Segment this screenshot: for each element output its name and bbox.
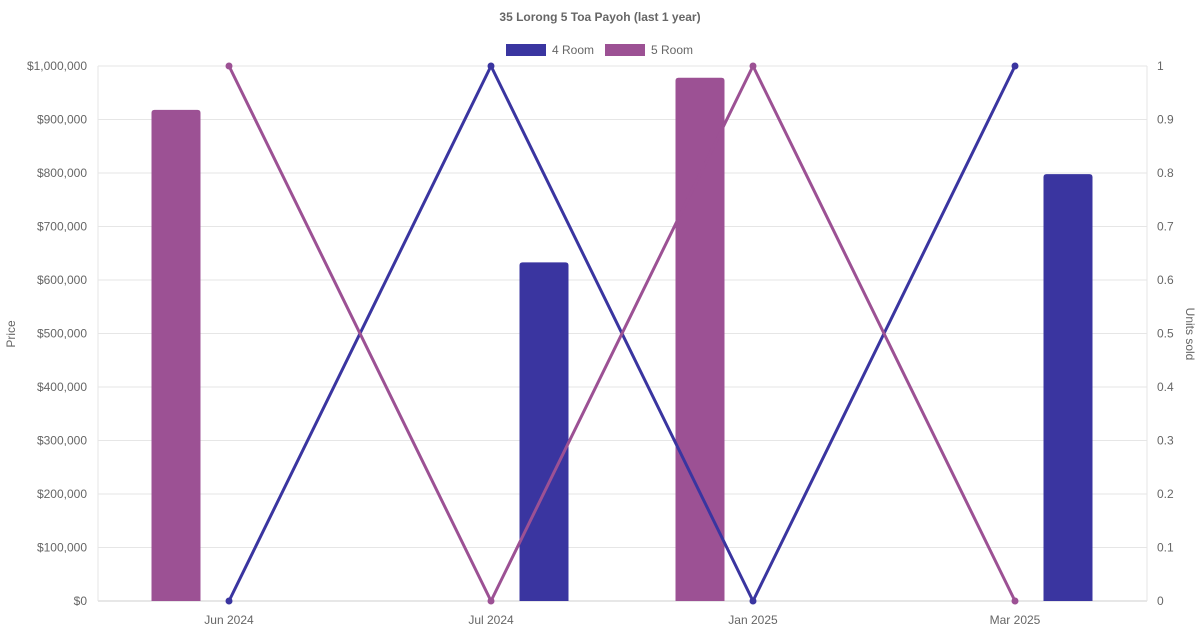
y-left-tick-label: $0 [74,594,88,608]
point-4-room[interactable] [225,597,233,605]
bar-4-room[interactable] [1043,174,1093,601]
legend-swatch [605,44,645,56]
y-axis-left-title: Price [4,320,18,348]
x-axis: Jun 2024 Jul 2024 Jan 2025 Mar 2025 [204,613,1040,627]
legend-label: 5 Room [651,43,693,57]
y-left-tick-label: $500,000 [37,327,87,341]
y-axis-left: $0 $100,000 $200,000 $300,000 $400,000 $500,0… [27,59,87,608]
point-4-room[interactable] [749,597,757,605]
y-right-tick-label: 0.9 [1157,113,1174,127]
y-left-tick-label: $1,000,000 [27,59,87,73]
y-right-tick-label: 0.5 [1157,327,1174,341]
y-right-tick-label: 0.1 [1157,541,1174,555]
x-tick-label: Jul 2024 [468,613,514,627]
y-left-tick-label: $300,000 [37,434,87,448]
y-right-tick-label: 0.4 [1157,380,1174,394]
y-left-tick-label: $400,000 [37,380,87,394]
chart-title: 35 Lorong 5 Toa Payoh (last 1 year) [499,10,700,24]
x-tick-label: Jan 2025 [728,613,778,627]
point-5-room[interactable] [225,62,233,70]
y-left-tick-label: $200,000 [37,487,87,501]
point-5-room[interactable] [487,597,495,605]
y-left-tick-label: $600,000 [37,273,87,287]
legend-swatch [506,44,546,56]
point-5-room[interactable] [749,62,757,70]
x-tick-label: Jun 2024 [204,613,254,627]
y-right-tick-label: 0.2 [1157,487,1174,501]
y-left-tick-label: $900,000 [37,113,87,127]
point-4-room[interactable] [1011,62,1019,70]
point-4-room[interactable] [487,62,495,70]
y-axis-right-title: Units sold [1183,308,1197,361]
y-right-tick-label: 0.7 [1157,220,1174,234]
y-right-tick-label: 0.3 [1157,434,1174,448]
y-left-tick-label: $700,000 [37,220,87,234]
bar-4-room[interactable] [519,262,569,601]
y-right-tick-label: 0.6 [1157,273,1174,287]
y-right-tick-label: 0.8 [1157,166,1174,180]
point-5-room[interactable] [1011,597,1019,605]
legend: 4 Room 5 Room [506,43,693,57]
y-right-tick-label: 0 [1157,594,1164,608]
bar-5-room[interactable] [151,109,201,602]
x-tick-label: Mar 2025 [990,613,1041,627]
line-series [225,62,1019,605]
bar-series [151,77,1093,602]
y-right-tick-label: 1 [1157,59,1164,73]
y-left-tick-label: $100,000 [37,541,87,555]
line-5-room [227,64,1017,603]
y-axis-right: 0 0.1 0.2 0.3 0.4 0.5 0.6 0.7 0.8 0.9 1 [1157,59,1174,608]
bar-5-room[interactable] [675,77,725,601]
legend-item[interactable]: 4 Room [506,43,594,57]
y-left-tick-label: $800,000 [37,166,87,180]
legend-item[interactable]: 5 Room [605,43,693,57]
legend-label: 4 Room [552,43,594,57]
